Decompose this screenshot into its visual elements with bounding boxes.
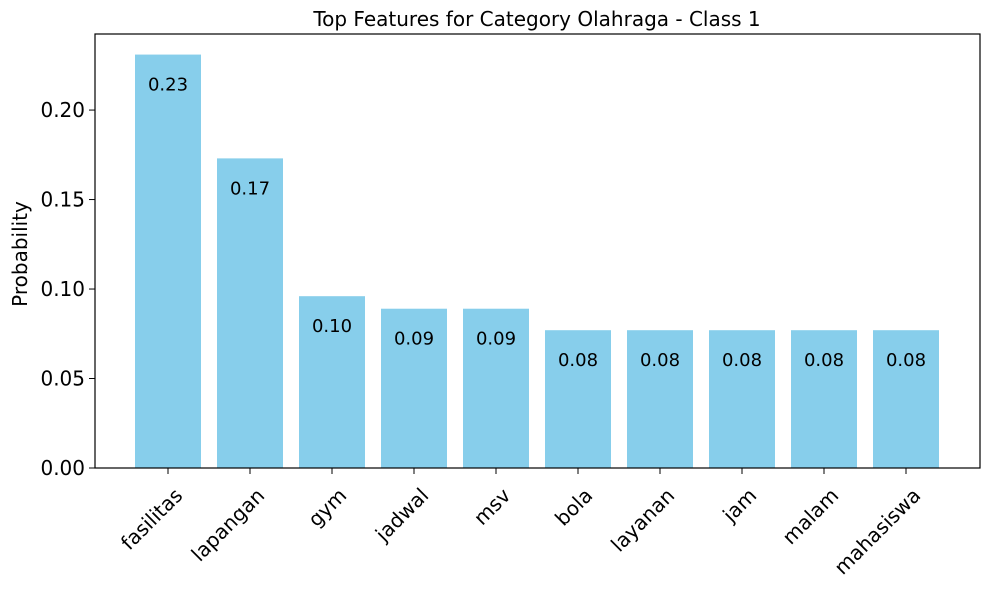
data-labels-group: 0.23 0.17 0.10 0.09 0.09 0.08 0.08 0.08 0.08 0.08 [148,75,926,372]
y-axis-label: Probability [8,201,32,307]
data-label-fasilitas: 0.23 [148,75,188,96]
data-label-lapangan: 0.17 [230,178,270,199]
x-tick-label-lapangan: lapangan [186,483,269,566]
data-label-jam: 0.08 [722,350,762,371]
x-tick-label-jadwal: jadwal [370,483,433,546]
bar-msv [463,308,529,468]
x-tick-label-layanan: layanan [606,483,679,556]
x-tick-label-bola: bola [550,483,597,530]
data-label-msv: 0.09 [476,329,516,350]
bar-lapangan [217,158,283,469]
bar-malam [791,330,857,468]
bar-layanan [627,330,693,468]
y-tick-label: 0.15 [40,188,85,212]
bar-bola [545,330,611,468]
x-tick-label-mahasiswa: mahasiswa [829,483,925,579]
data-label-gym: 0.10 [312,316,352,337]
bar-jadwal [381,308,447,468]
x-tick-label-malam: malam [777,483,843,549]
data-label-mahasiswa: 0.08 [886,350,926,371]
y-tick-label: 0.10 [40,277,85,301]
x-tick-label-jam: jam [717,483,761,527]
x-tick-label-gym: gym [303,483,351,531]
plot-frame [94,33,981,469]
x-axis: fasilitas lapangan gym jadwal msv bola layanan… [116,468,925,579]
y-axis: 0.00 0.05 0.10 0.15 0.20 [40,98,95,480]
bars-group [135,54,939,469]
data-label-layanan: 0.08 [640,350,680,371]
data-label-malam: 0.08 [804,350,844,371]
bar-gym [299,296,365,468]
chart-title: Top Features for Category Olahraga - Cla… [312,7,760,31]
y-tick-label: 0.00 [40,456,85,480]
x-tick-label-msv: msv [469,483,516,530]
data-label-jadwal: 0.09 [394,329,434,350]
bar-fasilitas [135,54,201,468]
y-tick-label: 0.05 [40,367,85,391]
data-label-bola: 0.08 [558,350,598,371]
bar-mahasiswa [873,330,939,468]
x-tick-label-fasilitas: fasilitas [116,483,187,554]
y-tick-label: 0.20 [40,98,85,122]
bar-jam [709,330,775,468]
